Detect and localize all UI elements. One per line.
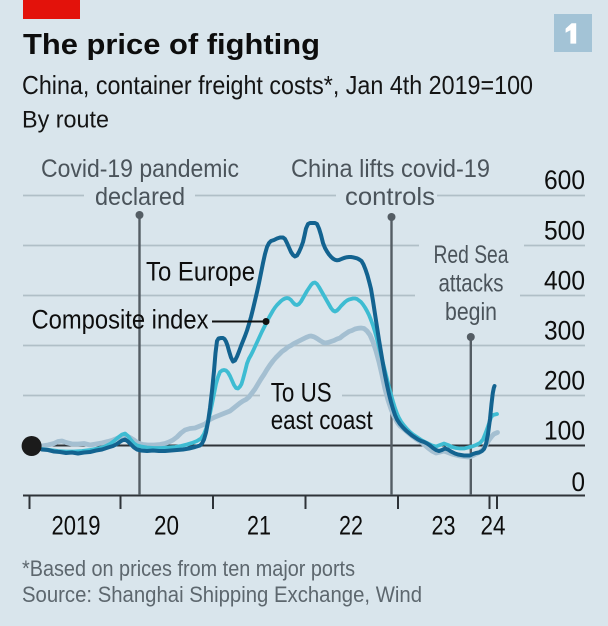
svg-text:Composite index: Composite index [32,305,209,335]
svg-text:23: 23 [432,511,456,541]
svg-text:24: 24 [481,511,506,541]
svg-text:*Based on prices from ten majo: *Based on prices from ten major ports [22,556,355,581]
svg-text:2019: 2019 [52,511,101,541]
svg-text:100: 100 [544,416,585,446]
svg-text:To US: To US [271,378,332,408]
svg-text:declared: declared [95,183,185,211]
svg-text:Covid-19 pandemic: Covid-19 pandemic [41,155,239,183]
svg-text:500: 500 [544,216,585,246]
svg-text:China lifts covid-19: China lifts covid-19 [291,155,490,183]
svg-text:200: 200 [544,366,585,396]
svg-text:attacks: attacks [439,270,504,298]
svg-text:begin: begin [445,298,497,326]
svg-text:China, container freight costs: China, container freight costs*, Jan 4th… [22,70,533,100]
svg-text:By route: By route [22,107,109,134]
svg-text:300: 300 [544,316,585,346]
svg-text:The price of fighting: The price of fighting [23,29,320,61]
svg-text:Source: Shanghai Shipping Exch: Source: Shanghai Shipping Exchange, Wind [22,582,422,607]
svg-text:0: 0 [572,467,586,497]
svg-text:Red Sea: Red Sea [434,241,509,269]
svg-text:21: 21 [247,511,271,541]
svg-text:20: 20 [154,511,179,541]
svg-text:controls: controls [345,183,435,211]
svg-text:east coast: east coast [271,405,373,435]
svg-text:600: 600 [544,165,585,195]
svg-text:400: 400 [544,266,585,296]
svg-text:22: 22 [339,511,363,541]
svg-text:To Europe: To Europe [146,257,255,287]
